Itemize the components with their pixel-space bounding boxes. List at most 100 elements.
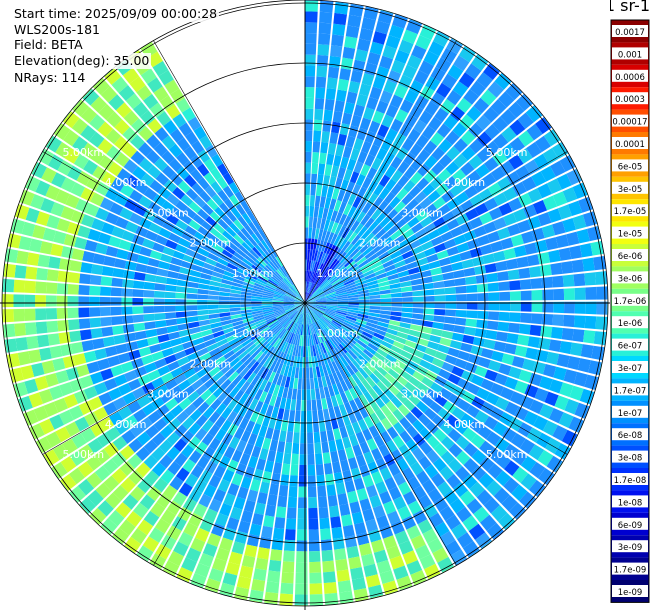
range-gate	[360, 163, 371, 177]
range-gate	[515, 94, 533, 111]
range-gate	[583, 330, 596, 344]
range-gate	[340, 179, 350, 192]
range-gate	[326, 339, 334, 350]
range-gate	[339, 368, 348, 380]
range-gate	[305, 300, 316, 303]
range-gate	[355, 280, 367, 287]
range-gate	[354, 253, 365, 263]
range-gate	[351, 373, 362, 385]
range-gate	[345, 25, 360, 39]
range-gate	[414, 343, 427, 353]
range-gate	[404, 255, 416, 265]
range-gate	[318, 33, 331, 45]
range-gate	[452, 81, 469, 97]
range-gate	[335, 89, 347, 102]
range-gate	[306, 281, 310, 293]
ray	[305, 54, 489, 303]
range-gate	[466, 498, 483, 515]
range-gate	[323, 109, 333, 122]
range-gate	[368, 220, 379, 232]
range-gate	[440, 231, 454, 242]
range-gate	[341, 274, 352, 282]
range-gate	[487, 231, 501, 243]
range-gate	[439, 505, 455, 521]
range-gate	[455, 450, 471, 466]
range-gate	[507, 223, 521, 237]
range-gate	[359, 243, 371, 254]
range-gate	[312, 151, 320, 164]
range-gate	[443, 114, 459, 130]
range-gate	[479, 212, 493, 225]
ray	[305, 303, 578, 447]
range-gate	[413, 119, 427, 134]
range-gate	[501, 427, 517, 443]
range-gate	[446, 146, 461, 161]
range-gate	[373, 434, 385, 448]
range-gate	[344, 401, 353, 414]
range-gate	[350, 70, 363, 84]
range-gate	[399, 123, 413, 138]
range-gate	[458, 176, 473, 191]
range-gate	[499, 291, 511, 301]
range-gate	[433, 216, 446, 229]
range-gate	[376, 365, 388, 377]
range-gate	[312, 141, 321, 153]
range-gate	[318, 240, 324, 252]
range-gate	[386, 545, 401, 560]
range-gate	[486, 522, 504, 540]
range-gate	[384, 241, 397, 251]
range-gate	[387, 368, 400, 380]
range-gate	[477, 310, 489, 320]
range-gate	[488, 207, 503, 221]
range-gate	[328, 362, 336, 374]
range-gate	[305, 303, 316, 307]
range-gate	[309, 260, 314, 272]
range-gate	[374, 421, 386, 435]
range-gate	[412, 485, 427, 500]
range-gate	[552, 142, 568, 159]
range-gate	[380, 138, 393, 152]
range-gate	[345, 424, 355, 437]
range-gate	[419, 197, 433, 210]
range-gate	[322, 207, 329, 220]
range-gate	[329, 198, 337, 211]
ray	[305, 303, 480, 558]
range-gate	[332, 110, 343, 123]
range-gate	[311, 285, 319, 295]
range-gate	[453, 55, 470, 72]
range-gate	[381, 114, 394, 128]
range-gate	[412, 349, 425, 359]
range-gate	[398, 206, 411, 218]
range-gate	[443, 489, 459, 505]
range-gate	[315, 295, 326, 300]
range-gate	[553, 366, 567, 381]
range-gate	[419, 85, 435, 101]
range-gate	[539, 403, 554, 419]
range-gate	[337, 133, 348, 146]
range-gate	[498, 91, 515, 108]
range-gate	[392, 408, 405, 422]
range-gate	[337, 304, 349, 307]
range-gate	[321, 316, 331, 324]
range-gate	[584, 315, 597, 330]
range-gate	[379, 314, 391, 320]
range-gate	[335, 312, 347, 318]
range-gate	[425, 76, 441, 92]
range-gate	[369, 298, 381, 303]
range-gate	[446, 89, 462, 106]
range-gate	[321, 131, 330, 143]
range-gate	[378, 232, 390, 243]
range-gate	[563, 314, 575, 328]
range-gate	[474, 365, 488, 378]
range-gate	[504, 376, 519, 390]
range-gate	[412, 419, 425, 433]
range-gate	[364, 62, 378, 76]
range-gate	[431, 274, 444, 282]
range-gate	[379, 310, 391, 316]
range-gate	[377, 321, 389, 328]
range-gate	[389, 196, 401, 209]
range-gate	[327, 325, 337, 334]
range-gate	[412, 296, 424, 302]
range-gate	[401, 286, 413, 293]
ray	[305, 72, 512, 303]
